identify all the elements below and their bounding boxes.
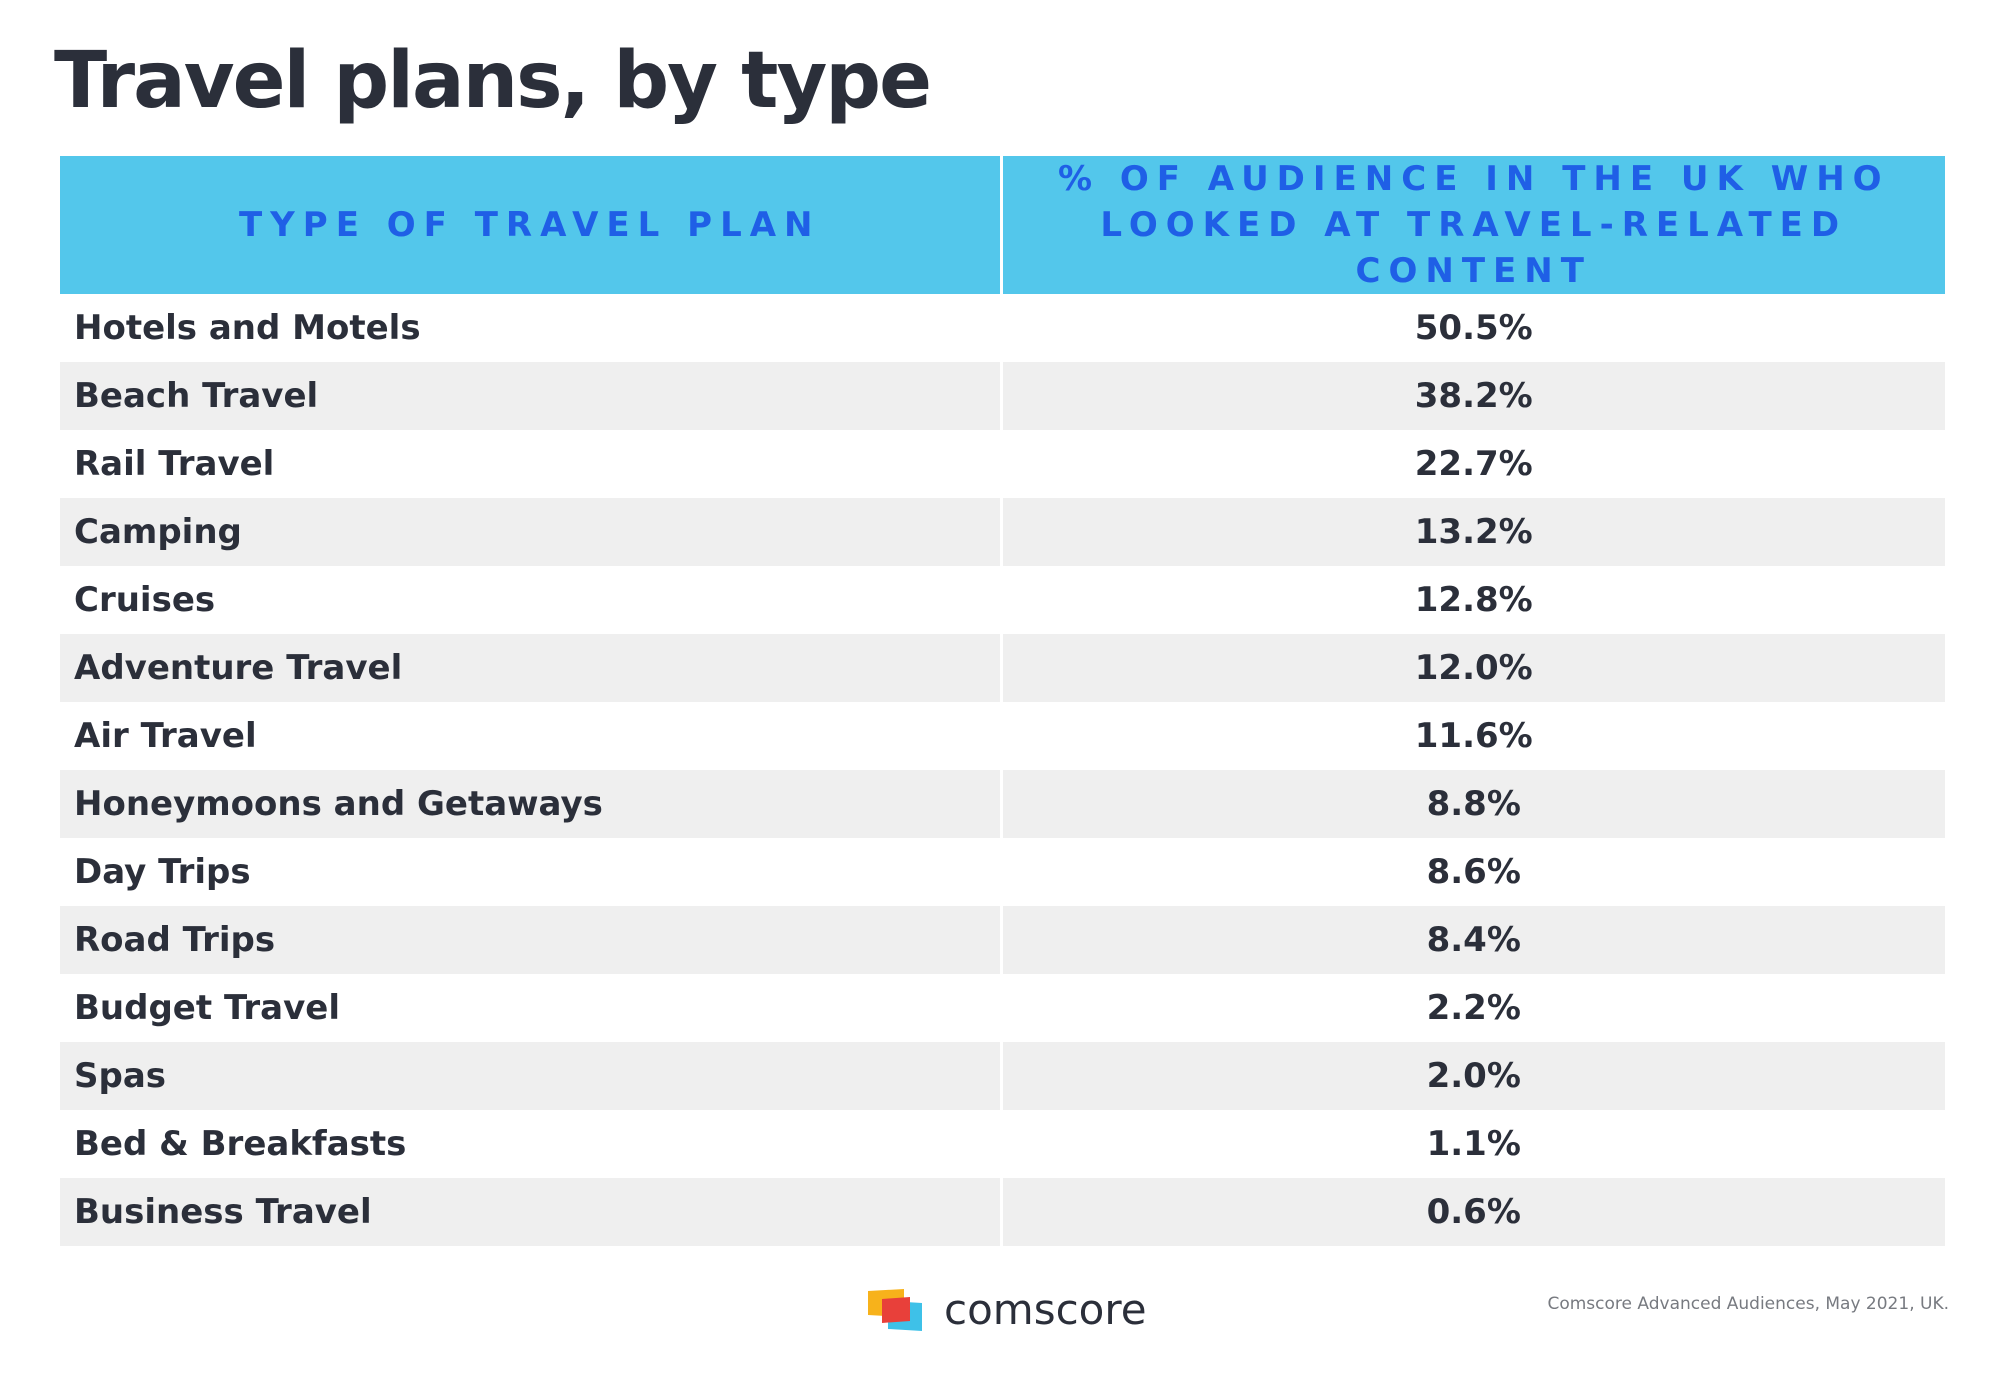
travel-type-cell: Spas xyxy=(60,1042,1001,1110)
percent-cell: 12.0% xyxy=(999,634,1945,702)
table-row: Air Travel 11.6% xyxy=(60,702,1945,770)
table-row: Cruises 12.8% xyxy=(60,566,1945,634)
percent-cell: 12.8% xyxy=(999,566,1945,634)
comscore-logo: comscore xyxy=(866,1285,1147,1334)
table-row: Rail Travel 22.7% xyxy=(60,430,1945,498)
travel-type-cell: Budget Travel xyxy=(74,988,340,1028)
percent-cell: 22.7% xyxy=(999,430,1945,498)
percent-cell: 0.6% xyxy=(999,1178,1945,1246)
table-row: Beach Travel 38.2% xyxy=(60,362,1945,430)
table-header-row: Type of travel plan % of audience in the… xyxy=(60,156,1945,294)
table-row: Honeymoons and Getaways 8.8% xyxy=(60,770,1945,838)
percent-cell: 50.5% xyxy=(999,294,1945,362)
percent-cell: 8.6% xyxy=(999,838,1945,906)
comscore-logo-text: comscore xyxy=(944,1285,1147,1334)
percent-cell: 11.6% xyxy=(999,702,1945,770)
percent-cell: 2.2% xyxy=(999,974,1945,1042)
page-title: Travel plans, by type xyxy=(54,36,932,126)
travel-type-cell: Beach Travel xyxy=(60,362,1001,430)
table-body: Hotels and Motels 50.5% Beach Travel 38.2% R… xyxy=(60,294,1945,1246)
travel-type-cell: Air Travel xyxy=(74,716,257,756)
travel-type-cell: Honeymoons and Getaways xyxy=(60,770,1001,838)
travel-type-cell: Hotels and Motels xyxy=(74,308,421,348)
table-row: Adventure Travel 12.0% xyxy=(60,634,1945,702)
travel-plans-table: Type of travel plan % of audience in the… xyxy=(60,156,1945,1246)
table-row: Bed & Breakfasts 1.1% xyxy=(60,1110,1945,1178)
table-row: Road Trips 8.4% xyxy=(60,906,1945,974)
comscore-logo-icon xyxy=(868,1288,922,1331)
table-row: Camping 13.2% xyxy=(60,498,1945,566)
percent-cell: 1.1% xyxy=(999,1110,1945,1178)
travel-type-cell: Day Trips xyxy=(74,852,251,892)
percent-cell: 38.2% xyxy=(999,362,1945,430)
travel-type-cell: Rail Travel xyxy=(74,444,275,484)
table-row: Hotels and Motels 50.5% xyxy=(60,294,1945,362)
column-header-percent: % of audience in the UK who looked at tr… xyxy=(999,156,1945,294)
travel-type-cell: Road Trips xyxy=(60,906,1001,974)
travel-type-cell: Cruises xyxy=(74,580,216,620)
table-row: Budget Travel 2.2% xyxy=(60,974,1945,1042)
percent-cell: 8.4% xyxy=(999,906,1945,974)
travel-type-cell: Business Travel xyxy=(60,1178,1001,1246)
source-note: Comscore Advanced Audiences, May 2021, U… xyxy=(1547,1294,1949,1314)
percent-cell: 13.2% xyxy=(999,498,1945,566)
travel-type-cell: Camping xyxy=(60,498,1001,566)
percent-cell: 2.0% xyxy=(999,1042,1945,1110)
travel-type-cell: Bed & Breakfasts xyxy=(74,1124,407,1164)
travel-type-cell: Adventure Travel xyxy=(60,634,1001,702)
table-row: Business Travel 0.6% xyxy=(60,1178,1945,1246)
column-header-type: Type of travel plan xyxy=(60,156,1001,294)
percent-cell: 8.8% xyxy=(999,770,1945,838)
table-row: Spas 2.0% xyxy=(60,1042,1945,1110)
table-row: Day Trips 8.6% xyxy=(60,838,1945,906)
